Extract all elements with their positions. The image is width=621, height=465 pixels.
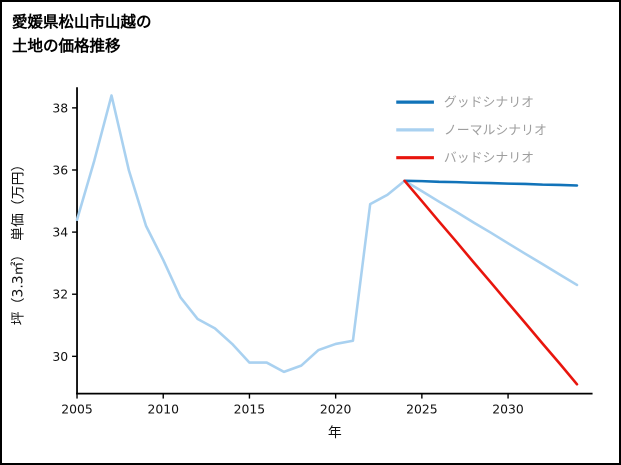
series-line-bad: [403, 179, 579, 386]
page-title-line2: 土地の価格推移: [12, 37, 121, 56]
x-tick-label: 2020: [320, 401, 352, 416]
x-tick-label: 2015: [234, 401, 266, 416]
y-tick-label: 32: [52, 287, 68, 302]
x-tick-label: 2005: [61, 401, 92, 416]
y-tick-label: 38: [52, 100, 68, 115]
series-line-normal: [75, 94, 579, 374]
y-tick-label: 36: [52, 162, 68, 177]
page-title: 愛媛県松山市山越の 土地の価格推移: [12, 10, 152, 58]
legend-label-bad: バッドシナリオ: [444, 151, 534, 166]
y-axis-label: 坪（3.3㎡） 単価（万円）: [10, 158, 26, 326]
y-tick-label: 30: [52, 349, 68, 364]
y-tick-label: 34: [52, 225, 68, 240]
x-tick-label: 2025: [406, 401, 438, 416]
legend-label-normal: ノーマルシナリオ: [444, 123, 547, 138]
legend-label-good: グッドシナリオ: [444, 96, 534, 111]
series-line-good: [403, 179, 579, 187]
x-tick-label: 2010: [147, 401, 179, 416]
x-tick-label: 2030: [492, 401, 524, 416]
x-axis-label: 年: [328, 425, 342, 441]
page-title-line1: 愛媛県松山市山越の: [12, 13, 152, 31]
